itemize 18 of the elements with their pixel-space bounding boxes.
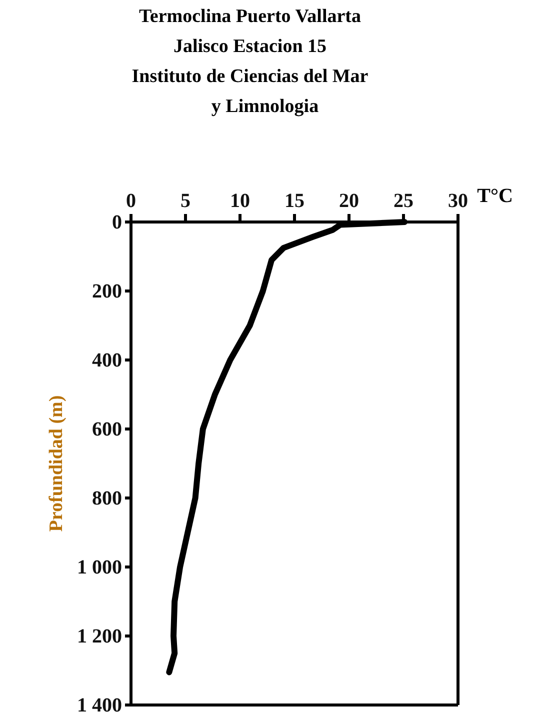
x-tick-label: 10 (230, 190, 250, 212)
x-tick-label: 15 (284, 190, 304, 212)
x-tick-label: 5 (180, 190, 190, 212)
chart-title: Termoclina Puerto Vallarta Jalisco Estacion 15 Instituto de Ciencias del Mar y Limnologia (132, 6, 369, 117)
x-tick-label: 20 (339, 190, 359, 212)
y-tick-label: 1 400 (77, 694, 122, 716)
x-tick-label: 30 (448, 190, 468, 212)
y-tick-label: 1 200 (77, 625, 122, 648)
y-axis-title: Profundidad (m) (46, 395, 67, 532)
y-tick-label: 200 (92, 280, 122, 302)
y-tick-label: 800 (92, 487, 122, 510)
y-tick-label: 0 (112, 211, 122, 234)
x-axis-title: T°C (477, 185, 513, 207)
y-tick-label: 1 000 (77, 556, 122, 578)
y-tick-label: 600 (92, 418, 122, 440)
x-tick-label: 0 (126, 190, 136, 212)
y-tick-label: 400 (92, 349, 122, 372)
x-tick-label: 25 (394, 190, 414, 212)
